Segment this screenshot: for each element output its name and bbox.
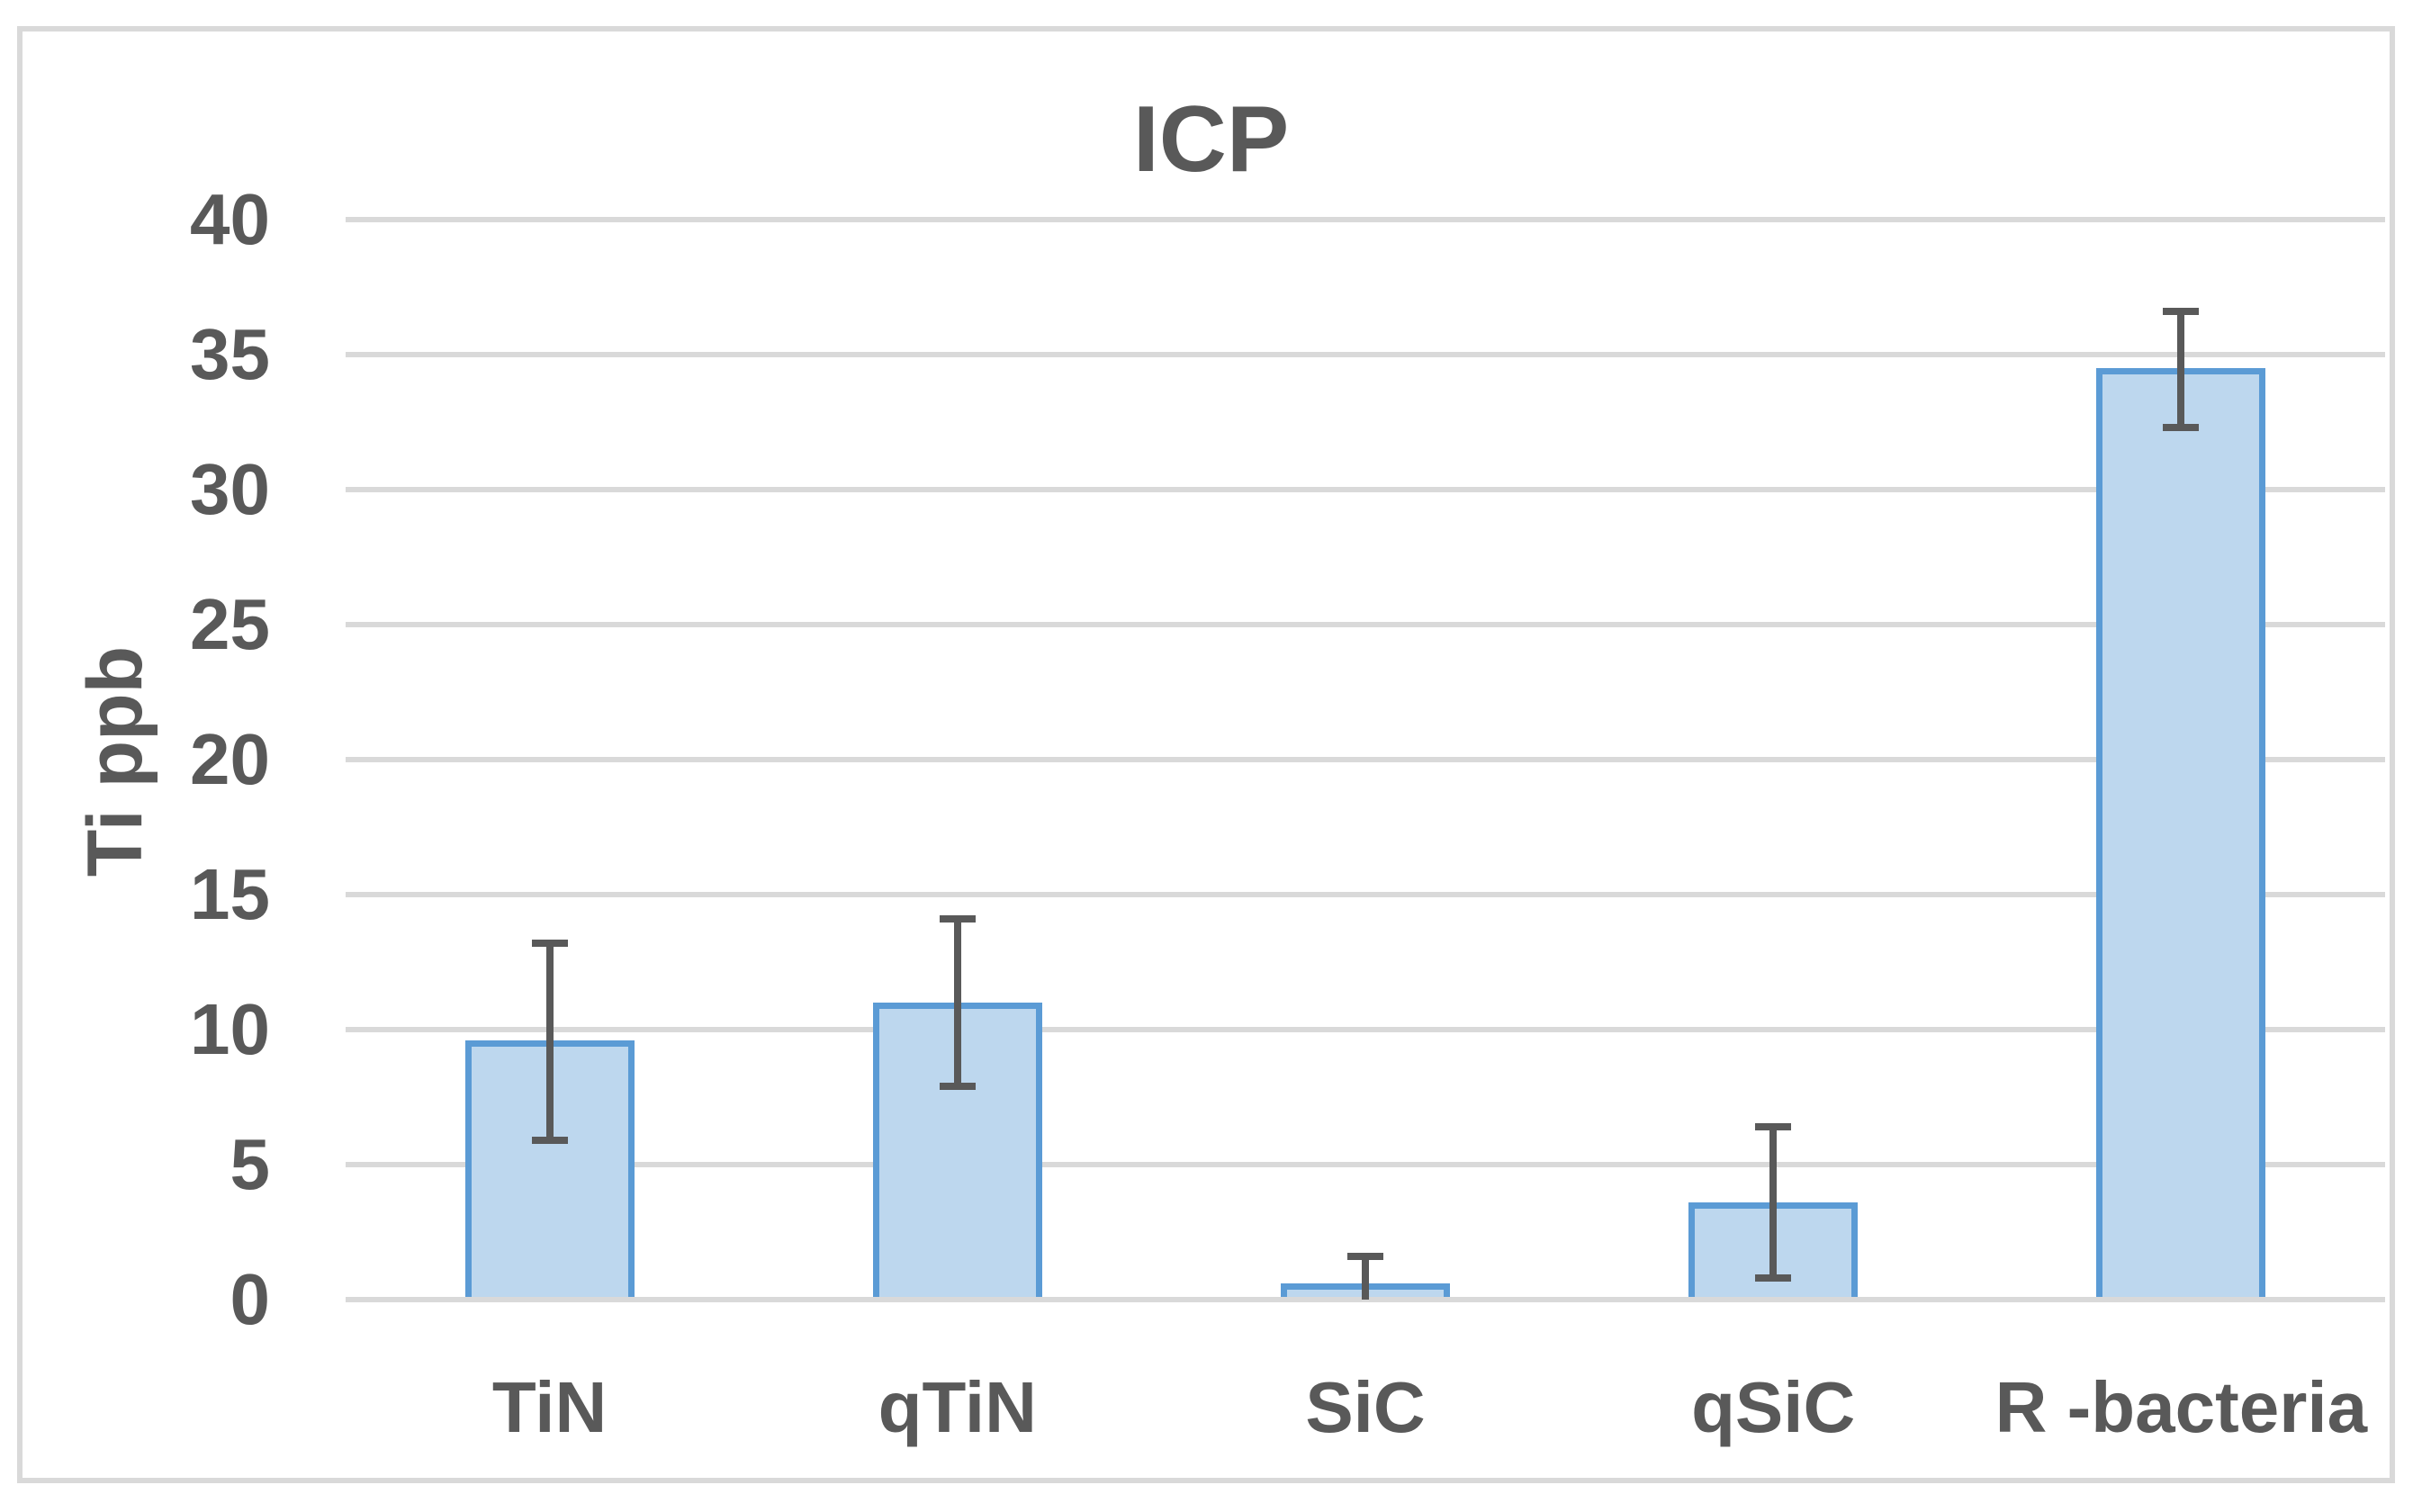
error-bar-line (953, 919, 961, 1086)
x-category-label: TiN (491, 1367, 608, 1447)
y-tick-label: 35 (190, 314, 270, 394)
error-bar-top-cap (1347, 1253, 1383, 1260)
gridline (346, 622, 2385, 627)
gridline (346, 757, 2385, 762)
y-tick-label: 15 (190, 854, 270, 934)
error-bar-line (1362, 1256, 1369, 1300)
error-bar-top-cap (939, 915, 976, 922)
error-bar-top-cap (1755, 1123, 1792, 1130)
y-tick-label: 0 (230, 1259, 271, 1339)
gridline (346, 892, 2385, 897)
error-bar-bottom-cap (939, 1083, 976, 1090)
y-tick-label: 40 (190, 179, 270, 259)
y-tick-label: 20 (190, 719, 270, 799)
error-bar-line (2177, 311, 2185, 428)
gridline (346, 352, 2385, 357)
error-bar-line (1769, 1127, 1778, 1278)
figure-border-frame (17, 26, 2395, 1483)
x-category-label: R -bacteria (1994, 1367, 2368, 1447)
y-tick-label: 5 (230, 1124, 271, 1204)
x-category-label: SiC (1305, 1367, 1426, 1447)
error-bar-bottom-cap (2163, 424, 2200, 431)
error-bar-top-cap (531, 940, 568, 947)
gridline (346, 217, 2385, 222)
error-bar-top-cap (2163, 308, 2200, 315)
plot-area (346, 217, 2385, 1302)
y-tick-label: 10 (190, 989, 270, 1069)
gridline (346, 1162, 2385, 1167)
error-bar-bottom-cap (531, 1137, 568, 1144)
y-tick-label: 30 (190, 449, 270, 529)
x-category-label: qTiN (878, 1367, 1037, 1447)
x-category-label: qSiC (1691, 1367, 1856, 1447)
error-bar-line (545, 943, 554, 1140)
bar (2096, 368, 2266, 1302)
error-bar-bottom-cap (1755, 1274, 1792, 1282)
gridline (346, 1027, 2385, 1032)
gridline (346, 487, 2385, 492)
chart-title: ICP (1132, 87, 1290, 192)
y-tick-label: 25 (190, 584, 270, 664)
x-axis-line (346, 1297, 2385, 1302)
